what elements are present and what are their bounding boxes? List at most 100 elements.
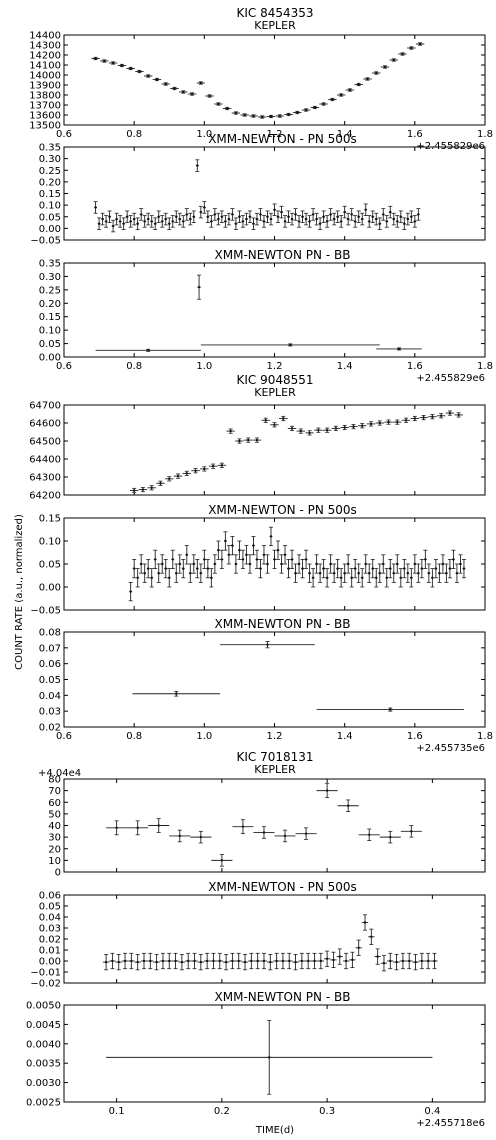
data-point [342,563,347,583]
point-marker [97,222,101,225]
point-marker [155,960,158,964]
data-point [321,210,326,223]
data-point [153,954,160,971]
data-point [109,952,116,970]
data-point [384,215,389,228]
point-marker [301,215,304,218]
point-marker [441,562,445,566]
data-point [260,952,268,970]
data-point [149,215,154,228]
data-point [363,203,368,216]
point-marker [315,217,318,221]
data-point [174,563,179,583]
data-point [132,212,137,226]
data-point [349,424,358,430]
data-point [332,212,337,226]
data-point [325,215,330,228]
point-marker [220,215,224,218]
x-tick-label: 1.0 [196,129,212,140]
point-marker [322,567,325,570]
point-marker [426,959,430,963]
plot-frame [63,894,486,984]
data-point [290,212,295,226]
point-marker [297,220,301,223]
point-marker [171,220,174,223]
data-point [272,549,277,569]
data-point [247,554,252,574]
data-point [265,554,270,574]
y-tick-label: 14400 [29,31,61,42]
data-point [152,77,162,82]
data-point [399,952,407,970]
data-point [389,58,398,62]
data-point [349,208,354,221]
data-point [222,106,232,111]
point-marker [319,959,323,963]
point-marker [262,959,266,963]
data-point [233,217,238,230]
data-point [128,952,135,970]
point-marker [297,562,301,566]
y-tick-label: 40 [48,821,61,832]
y-tick-label: 0.01 [39,946,61,957]
data-point [311,952,318,970]
chart-subtitle: KEPLER [254,763,296,776]
data-point [412,554,417,574]
y-tick-label: 14300 [29,41,61,52]
point-marker [378,421,381,425]
y-tick-label: 30 [48,833,61,844]
data-point [165,476,174,482]
point-marker [250,959,253,963]
point-marker [196,567,199,570]
data-point [374,212,379,226]
data-point [173,473,183,479]
series [129,410,463,494]
point-marker [157,572,160,575]
point-marker [371,567,374,570]
point-marker [241,825,245,828]
data-point [212,554,217,574]
panel-2: XMM-NEWTON - PN 500s −0.050.000.050.100.1… [30,132,486,247]
point-marker [210,220,213,223]
point-marker [280,210,283,214]
data-point [345,88,355,92]
point-marker [173,87,176,90]
point-marker [304,832,308,835]
point-marker [308,431,311,435]
y-tick-label: 0.04 [39,691,61,702]
y-tick-label: 0.10 [39,326,61,337]
y-tick-label: 0.15 [39,514,61,525]
y-tick-label: 0.00 [39,224,61,235]
data-point [222,954,230,971]
data-point [261,417,270,423]
point-marker [299,429,303,433]
data-point [372,71,381,75]
point-marker [206,567,210,570]
data-point [135,568,140,588]
point-marker [199,210,203,214]
data-point [339,215,344,228]
x-tick-label: 0.8 [126,129,142,140]
data-point [219,210,224,223]
data-point [335,559,340,579]
series [128,526,466,602]
series [106,783,422,867]
y-tick-label: 0.05 [39,902,61,913]
point-marker [157,824,160,827]
data-point [444,563,449,583]
point-marker [245,217,248,221]
y-tick-label: 14100 [29,61,61,72]
data-point [198,205,203,219]
point-marker [404,419,408,422]
point-marker [406,217,410,221]
point-marker [264,419,267,422]
point-marker [234,111,238,115]
y-tick-label: 0.25 [39,166,61,177]
data-point [211,854,233,867]
data-point [412,215,417,228]
data-point [95,348,201,352]
data-point [148,818,170,833]
data-point [161,82,170,86]
point-marker [368,220,371,223]
